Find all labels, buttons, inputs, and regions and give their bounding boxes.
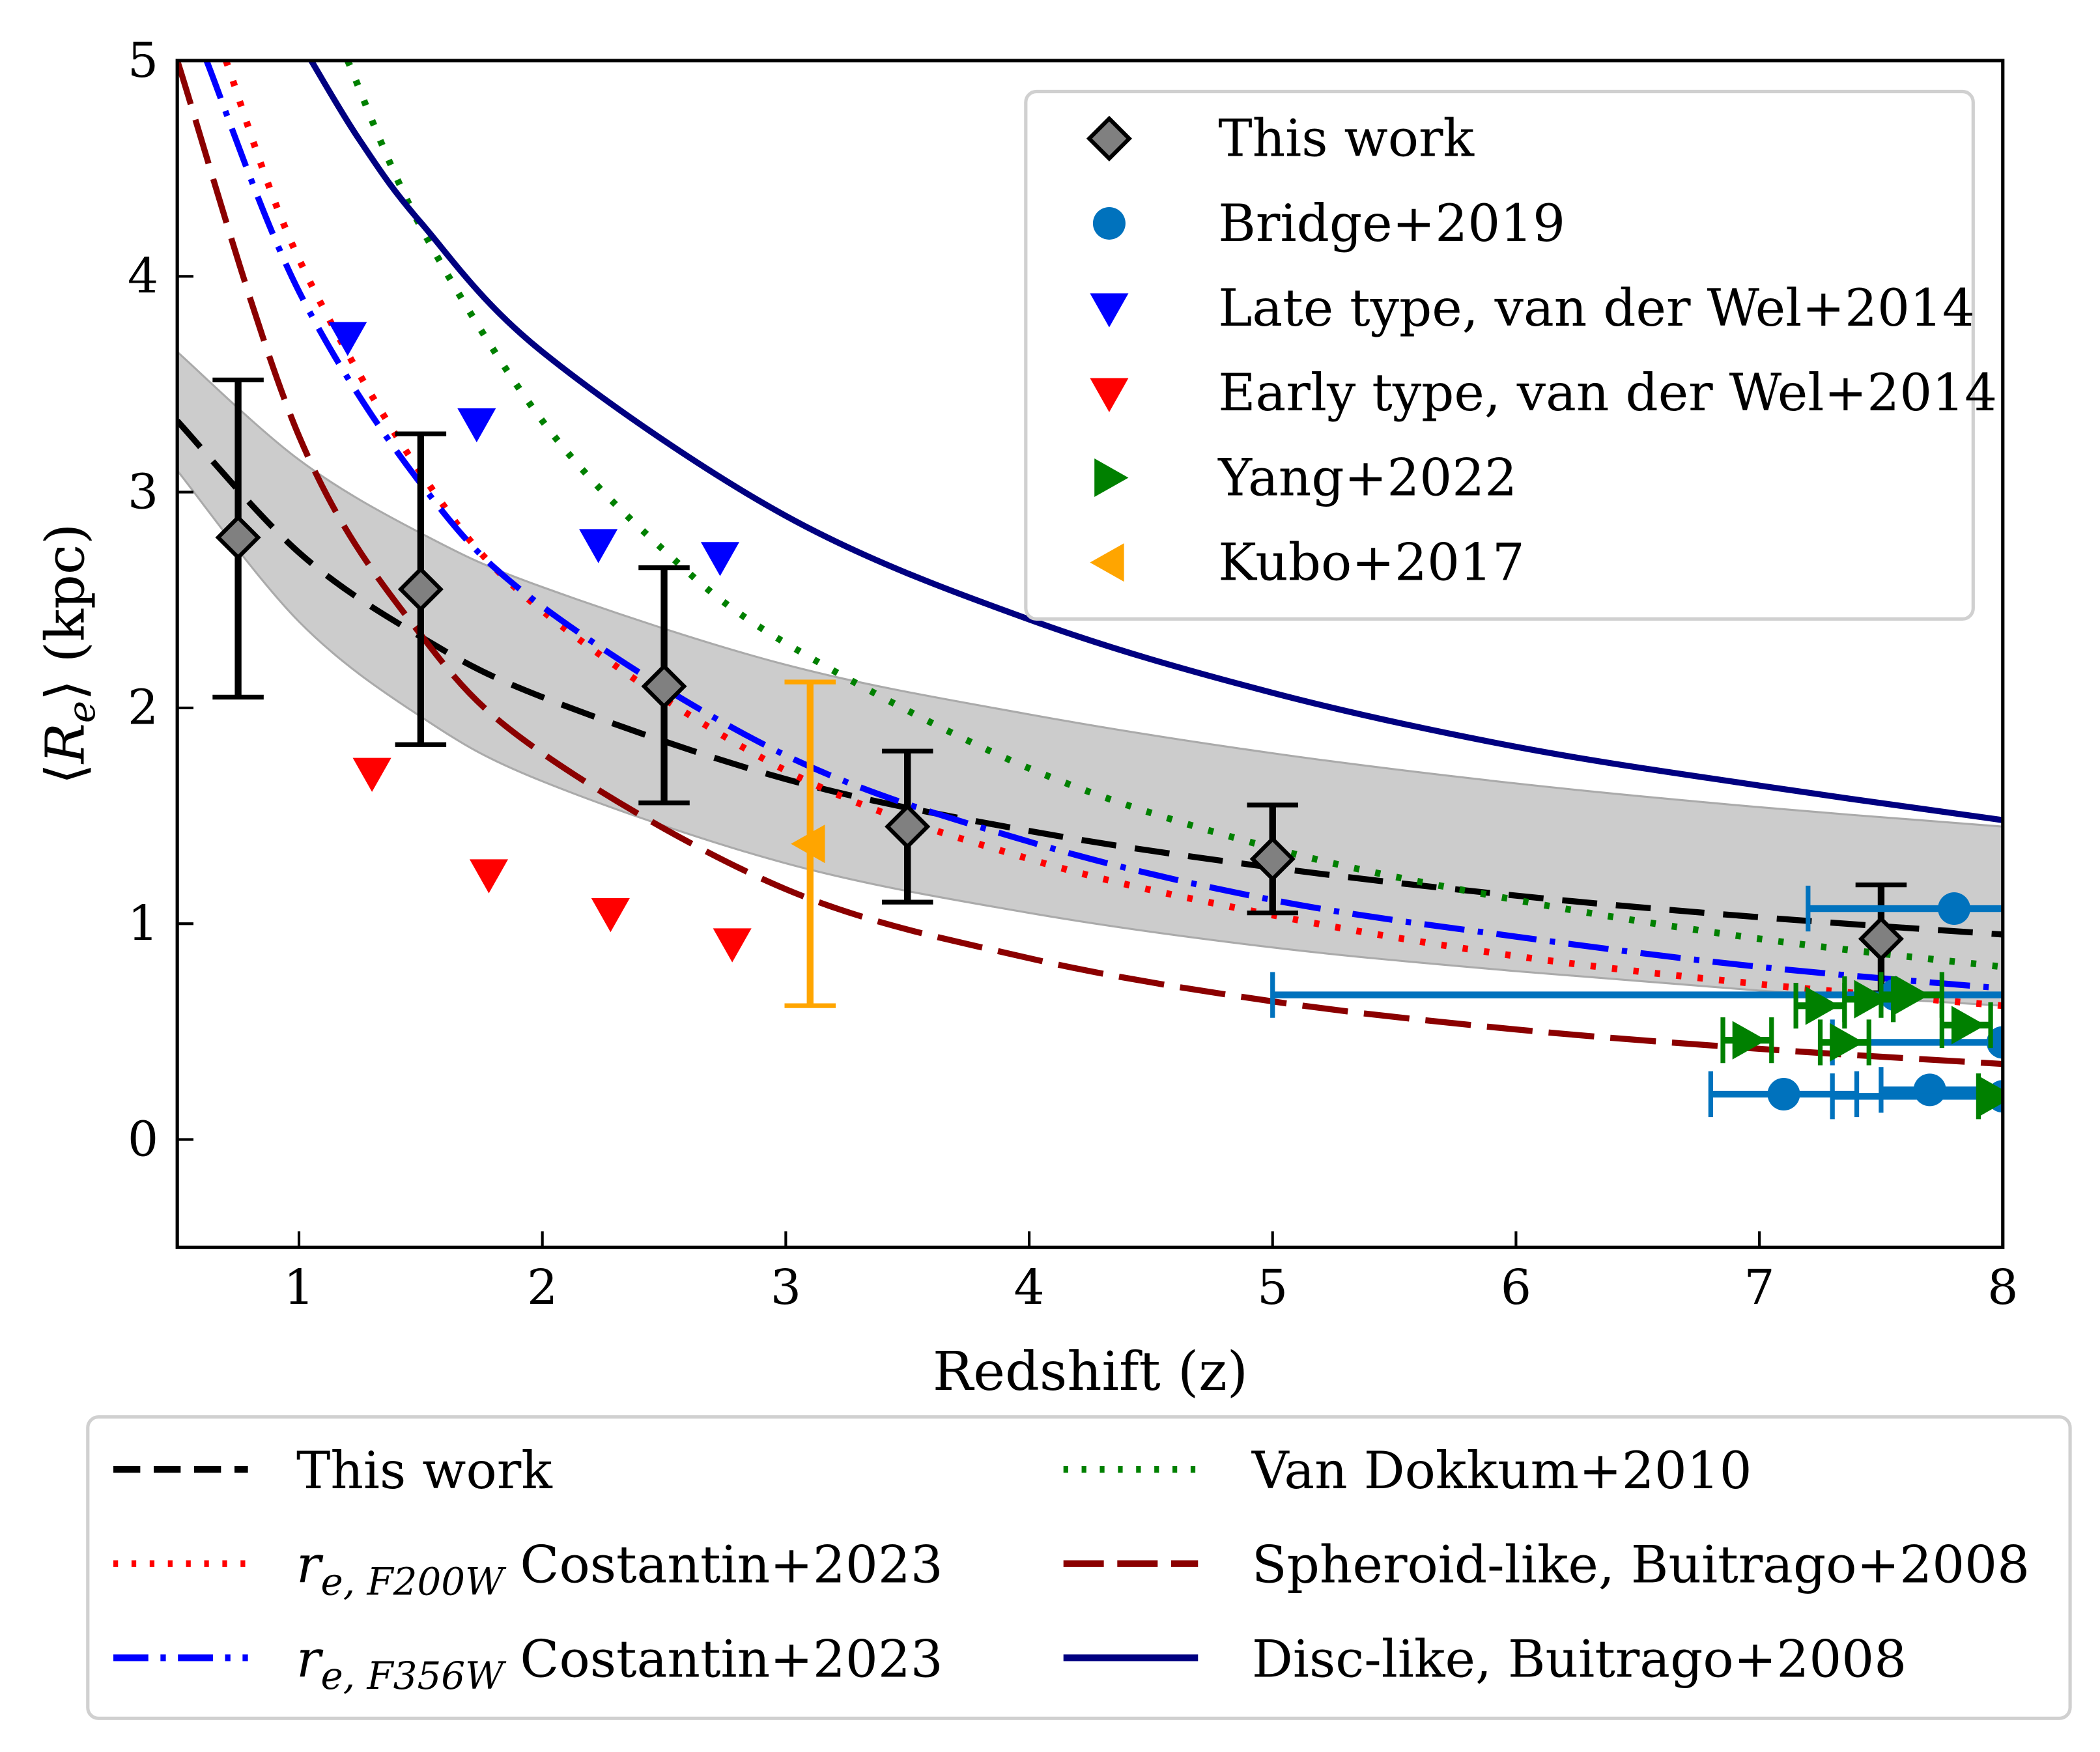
data-point xyxy=(1092,206,1126,240)
data-point xyxy=(791,825,825,864)
legend-label: This work xyxy=(296,1441,553,1501)
series-line xyxy=(177,60,2003,1067)
x-tick-label: 3 xyxy=(771,1259,801,1316)
x-tick-label: 7 xyxy=(1744,1259,1774,1316)
marker-legend: This work Bridge+2019 Late type, van der W… xyxy=(1024,89,1997,621)
data-point xyxy=(713,928,752,963)
y-tick-label: 2 xyxy=(128,679,158,736)
data-point xyxy=(469,859,509,894)
data-point xyxy=(397,566,444,612)
y-tick-label: 3 xyxy=(128,463,158,520)
x-tick-label: 5 xyxy=(1257,1259,1288,1316)
axes-frame xyxy=(175,59,2005,1249)
legend-label: Van Dokkum+2010 xyxy=(1251,1441,1752,1501)
y-tick-label: 4 xyxy=(128,247,158,304)
x-tick-label: 8 xyxy=(1987,1259,2018,1316)
x-tick-label: 6 xyxy=(1501,1259,1531,1316)
legend-label: This work xyxy=(1218,109,1475,169)
data-point xyxy=(352,757,391,792)
legend-label: Early type, van der Wel+2014 xyxy=(1218,363,1997,423)
data-point xyxy=(1090,543,1124,582)
point-series xyxy=(352,757,752,963)
legend-label: Disc-like, Buitrago+2008 xyxy=(1252,1629,1907,1689)
point-series xyxy=(212,377,1907,995)
data-point xyxy=(1249,836,1296,882)
data-point xyxy=(885,804,931,850)
legend-label: re, F200W Costantin+2023 xyxy=(296,1535,943,1604)
data-point xyxy=(1767,1077,1800,1110)
series-line xyxy=(177,419,2003,938)
data-point xyxy=(1858,916,1904,962)
series-line xyxy=(308,60,2003,823)
series-line xyxy=(203,60,2003,992)
x-tick-label: 1 xyxy=(283,1259,314,1316)
data-point xyxy=(1980,1077,2003,1116)
data-point xyxy=(1830,1023,1864,1062)
point-series xyxy=(1720,972,2003,1120)
data-point xyxy=(1086,115,1132,162)
x-tick-label: 4 xyxy=(1014,1259,1044,1316)
legend-label: Spheroid-like, Buitrago+2008 xyxy=(1252,1535,2030,1595)
legend-symbol: r xyxy=(296,1535,324,1595)
legend-label: Bridge+2019 xyxy=(1218,193,1565,253)
x-axis-label: Redshift (z) xyxy=(933,1340,1248,1403)
x-tick-label: 2 xyxy=(527,1259,558,1316)
legend-label: Yang+2022 xyxy=(1217,447,1517,507)
data-point xyxy=(328,322,367,356)
legend-label: Kubo+2017 xyxy=(1218,532,1525,592)
data-point xyxy=(1913,1073,1946,1107)
data-point xyxy=(641,663,687,709)
y-tick-label: 5 xyxy=(128,32,158,89)
y-tick-label: 1 xyxy=(128,895,158,952)
data-point xyxy=(1951,1006,1986,1045)
data-point xyxy=(1938,892,1971,925)
data-point xyxy=(700,542,740,576)
legend-symbol: r xyxy=(296,1629,324,1689)
legend-text: Costantin+2023 xyxy=(504,1629,943,1689)
point-series xyxy=(328,322,740,576)
data-point xyxy=(457,408,496,443)
legend-text: Costantin+2023 xyxy=(504,1535,943,1595)
data-point xyxy=(591,897,630,933)
data-point xyxy=(1732,1021,1767,1060)
data-point xyxy=(1805,986,1840,1025)
legend-label: Late type, van der Wel+2014 xyxy=(1218,278,1975,338)
legend-label: re, F356W Costantin+2023 xyxy=(296,1629,943,1698)
data-point xyxy=(579,529,618,563)
data-point xyxy=(1895,976,1930,1015)
series-line xyxy=(345,60,2003,970)
y-axis-label: ⟨Re⟩ (kpc) xyxy=(35,524,104,785)
legend-box xyxy=(1024,89,1975,621)
data-point xyxy=(215,515,261,561)
data-point xyxy=(1854,980,1888,1019)
legend-box xyxy=(86,1415,2072,1720)
y-tick-label: 0 xyxy=(128,1110,158,1167)
data-point xyxy=(1094,458,1129,497)
data-point xyxy=(1090,378,1129,412)
legend-subscript: e, F200W xyxy=(321,1559,507,1604)
point-series xyxy=(784,679,836,1008)
data-point xyxy=(1090,293,1129,328)
legend-subscript: e, F356W xyxy=(321,1654,507,1698)
